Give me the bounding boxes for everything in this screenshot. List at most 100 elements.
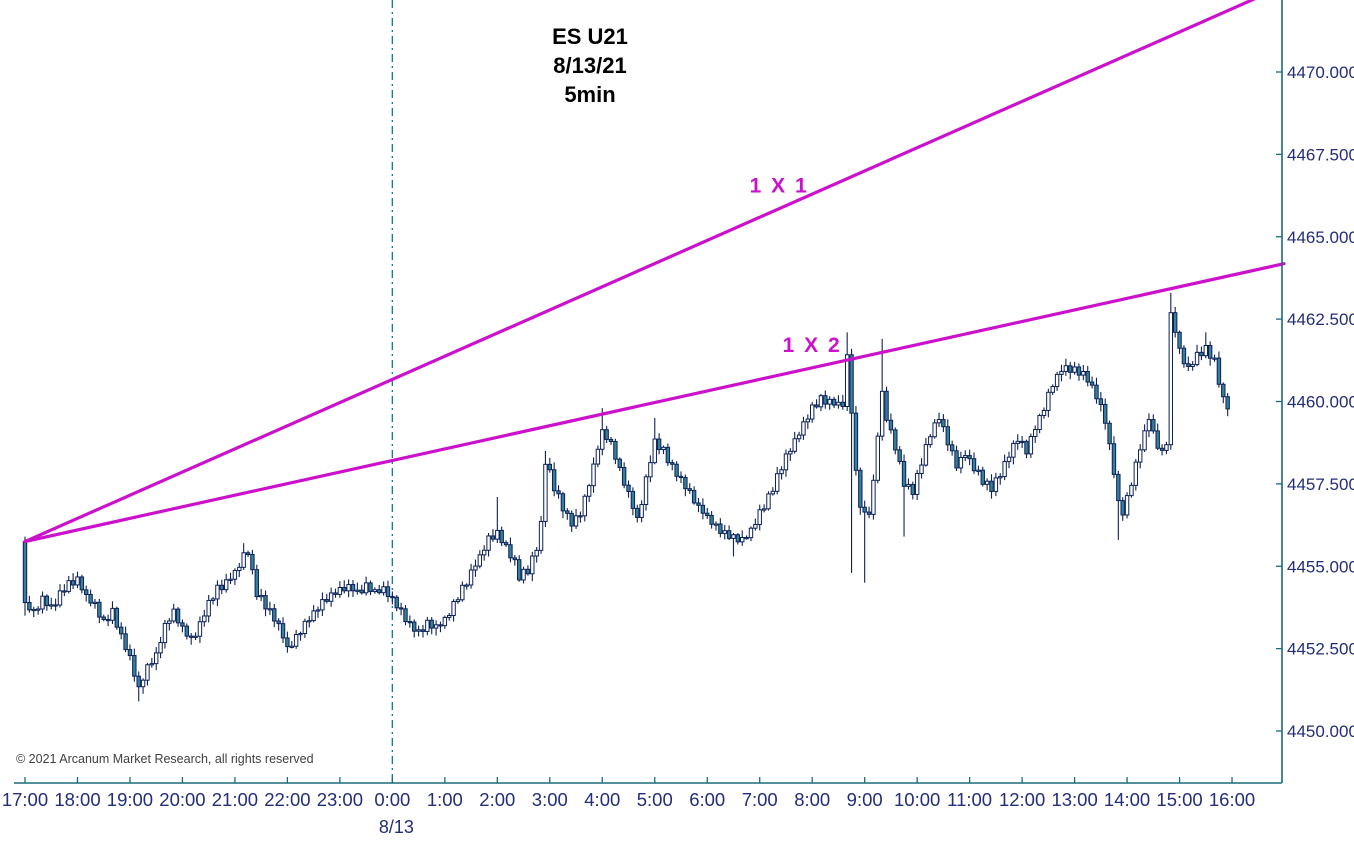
candle-body-down	[429, 619, 434, 629]
candle-body-up	[267, 608, 273, 611]
candle-body-down	[333, 592, 338, 595]
candle	[582, 494, 587, 522]
candle-body-up	[140, 679, 146, 688]
candle	[258, 588, 264, 602]
candle	[114, 606, 120, 630]
candle-body-up	[433, 624, 439, 629]
candle-body-up	[451, 601, 456, 617]
candle-body-down	[1159, 447, 1165, 451]
candle-body-up	[1054, 373, 1060, 388]
candle-body-up	[928, 436, 933, 446]
candle-body-up	[543, 463, 548, 522]
candle	[92, 598, 98, 609]
candle	[1111, 436, 1117, 479]
candle	[315, 606, 321, 618]
candle-body-up	[477, 554, 483, 567]
candle-body-down	[884, 390, 889, 421]
candle-body-up	[346, 584, 351, 592]
candle	[862, 500, 867, 583]
y-axis-label: 4460.0000	[1287, 393, 1354, 412]
candle-body-up	[783, 453, 789, 471]
candle	[223, 573, 229, 593]
candle	[792, 431, 797, 454]
candle	[993, 472, 999, 497]
candle-body-down	[123, 633, 128, 651]
candle	[442, 615, 448, 629]
candle	[525, 565, 531, 576]
candle	[836, 395, 841, 409]
candle-body-down	[97, 601, 102, 618]
candle	[1033, 425, 1038, 443]
candle-body-down	[621, 467, 627, 486]
candle	[748, 526, 754, 542]
candle-body-up	[1050, 386, 1055, 393]
candle-body-down	[1151, 419, 1156, 432]
candle	[1194, 344, 1200, 367]
candle	[372, 587, 378, 594]
candle-body-down	[394, 596, 399, 609]
candle	[1212, 354, 1217, 362]
candle	[783, 449, 789, 477]
candle-body-up	[1168, 312, 1174, 446]
candle-body-up	[963, 455, 968, 459]
candle-body-up	[1059, 370, 1064, 375]
candle-body-up	[228, 578, 233, 581]
candle	[687, 483, 692, 494]
candle-body-up	[998, 476, 1003, 479]
candle	[132, 648, 137, 682]
candle-body-up	[648, 462, 653, 478]
candle	[1181, 345, 1187, 368]
candle-body-down	[1216, 357, 1222, 385]
candle-body-down	[1089, 381, 1095, 386]
candle-body-down	[1199, 351, 1204, 357]
x-axis-label: 22:00	[264, 789, 310, 810]
candle-body-up	[932, 422, 937, 438]
y-axis-label: 4457.5000	[1287, 475, 1354, 494]
candle	[709, 511, 714, 529]
candle-body-up	[425, 619, 430, 632]
candle	[232, 568, 238, 585]
candle-body-up	[1028, 436, 1034, 455]
candle	[22, 536, 28, 616]
candle-body-down	[989, 480, 994, 492]
candle-body-down	[508, 544, 513, 559]
candle-body-up	[906, 483, 911, 487]
candle-body-up	[818, 395, 824, 408]
candle-body-up	[202, 615, 207, 623]
candle	[617, 457, 622, 472]
candle-body-up	[473, 565, 478, 571]
candle-body-down	[626, 484, 631, 492]
candle-body-up	[1194, 351, 1200, 366]
candle-body-down	[53, 604, 58, 607]
candle-body-up	[215, 584, 220, 600]
x-axis-label: 20:00	[159, 789, 205, 810]
candle	[1225, 393, 1230, 417]
candle-body-up	[530, 555, 535, 575]
title-date: 8/13/21	[553, 53, 627, 78]
candle-body-down	[560, 493, 566, 512]
candle	[237, 562, 242, 577]
candle	[919, 458, 924, 479]
candle	[289, 640, 294, 649]
candle-body-down	[350, 584, 356, 592]
candle-body-down	[941, 419, 946, 428]
candle-body-down	[398, 607, 404, 610]
candle-body-down	[945, 426, 950, 446]
candle-body-down	[726, 530, 732, 539]
candle	[665, 443, 671, 466]
candle	[726, 525, 732, 541]
candle	[648, 455, 653, 483]
candle-body-down	[901, 460, 907, 487]
candle-body-down	[954, 450, 959, 469]
candle-body-down	[62, 590, 67, 593]
candle-body-up	[363, 582, 369, 594]
candle-body-up	[757, 509, 762, 526]
candle	[656, 433, 662, 455]
candle	[184, 623, 190, 640]
x-axis-label: 21:00	[212, 789, 258, 810]
candle-body-down	[1116, 473, 1121, 502]
candle-body-down	[635, 507, 640, 518]
candle	[451, 599, 456, 622]
candle	[849, 348, 854, 573]
candle	[215, 580, 220, 606]
